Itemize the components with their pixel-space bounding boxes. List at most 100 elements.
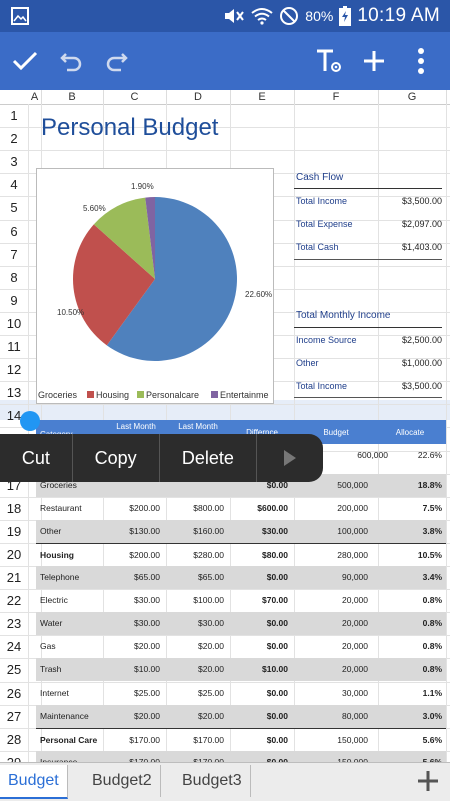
more-menu-button[interactable] <box>257 434 323 482</box>
undo-button[interactable] <box>48 32 94 90</box>
last-month-cell[interactable]: $65.00 <box>134 572 160 582</box>
last-month-cell[interactable]: $65.00 <box>198 572 224 582</box>
category-cell[interactable]: Trash <box>40 664 62 674</box>
row-header[interactable]: 14 <box>6 408 22 423</box>
allocate-cell[interactable]: 3.4% <box>422 572 442 582</box>
row-header[interactable]: 25 <box>6 662 22 677</box>
last-month-cell[interactable]: $20.00 <box>198 711 224 721</box>
column-header-g[interactable]: G <box>378 90 447 104</box>
header-last-month-2[interactable]: Last Month <box>178 422 218 431</box>
row-header[interactable]: 27 <box>6 709 22 724</box>
allocate-cell[interactable]: 3.8% <box>422 526 442 536</box>
difference-cell[interactable]: $0.00 <box>266 757 288 762</box>
column-header-b[interactable]: B <box>41 90 104 104</box>
last-month-cell[interactable]: $20.00 <box>134 711 160 721</box>
table-row[interactable]: Water $30.00 $30.00 $0.00 20,000 0.8% <box>36 612 446 635</box>
allocate-cell[interactable]: 0.8% <box>422 664 442 674</box>
category-cell[interactable]: Groceries <box>40 480 77 490</box>
row-header[interactable]: 29 <box>0 751 28 762</box>
budget-cell[interactable]: 150,000 <box>337 757 368 762</box>
difference-cell[interactable]: $30.00 <box>262 526 288 536</box>
budget-cell[interactable]: 500,000 <box>337 480 368 490</box>
cash-flow-value[interactable]: $1,403.00 <box>401 242 442 252</box>
cash-flow-value[interactable]: $3,500.00 <box>401 196 442 206</box>
table-row[interactable]: Restaurant $200.00 $800.00 $600.00 200,000 7.… <box>36 497 446 520</box>
budget-cell[interactable]: 20,000 <box>342 641 368 651</box>
cash-flow-value[interactable]: $2,097.00 <box>401 219 442 229</box>
last-month-cell[interactable]: $170.00 <box>129 735 160 745</box>
more-options-button[interactable] <box>398 32 444 90</box>
row-header[interactable]: 2 <box>10 131 18 146</box>
sheet-title[interactable]: Personal Budget <box>41 114 219 141</box>
header-budget[interactable]: Budget <box>323 428 349 437</box>
last-month-cell[interactable]: $170.00 <box>129 757 160 762</box>
last-month-cell[interactable]: $280.00 <box>193 550 224 560</box>
pie-slice-housing[interactable] <box>73 224 155 346</box>
income-label[interactable]: Income Source <box>296 335 357 345</box>
last-month-cell[interactable]: $130.00 <box>129 526 160 536</box>
category-cell[interactable]: Water <box>40 618 63 628</box>
income-label[interactable]: Total Income <box>296 381 348 391</box>
pie-slice-personalcare[interactable] <box>93 197 155 279</box>
row-header[interactable]: 6 <box>10 224 18 239</box>
cash-flow-title[interactable]: Cash Flow <box>296 172 344 183</box>
row-header[interactable]: 8 <box>10 270 18 285</box>
budget-cell[interactable]: 90,000 <box>342 572 368 582</box>
table-row[interactable]: Personal Care $170.00 $170.00 $0.00 150,000 5… <box>36 728 446 752</box>
category-cell[interactable]: Telephone <box>40 572 80 582</box>
row-header[interactable]: 28 <box>6 732 22 747</box>
row-header[interactable]: 7 <box>10 247 18 262</box>
cash-flow-label[interactable]: Total Expense <box>296 219 353 229</box>
last-month-cell[interactable]: $800.00 <box>193 503 224 513</box>
difference-cell[interactable]: $80.00 <box>262 550 288 560</box>
row-header[interactable]: 18 <box>6 501 22 516</box>
tab-budget3[interactable]: Budget3 <box>174 765 251 797</box>
allocate-cell[interactable]: 5.6% <box>422 757 442 762</box>
cash-flow-label[interactable]: Total Income <box>296 196 348 206</box>
row-header[interactable]: 23 <box>6 616 22 631</box>
difference-cell[interactable]: $10.00 <box>262 664 288 674</box>
budget-cell[interactable]: 600,000 <box>357 450 388 460</box>
difference-cell[interactable]: $0.00 <box>266 711 288 721</box>
budget-cell[interactable]: 280,000 <box>337 550 368 560</box>
column-header-a[interactable]: A <box>28 90 42 104</box>
category-cell[interactable]: Gas <box>40 641 56 651</box>
row-header[interactable]: 3 <box>10 154 18 169</box>
row-header[interactable]: 19 <box>6 524 22 539</box>
table-row[interactable]: Gas $20.00 $20.00 $0.00 20,000 0.8% <box>36 635 446 658</box>
category-cell[interactable]: Housing <box>40 550 74 560</box>
income-label[interactable]: Other <box>296 358 319 368</box>
allocate-cell[interactable]: 5.6% <box>422 735 442 745</box>
header-difference[interactable]: Differnce <box>246 428 278 437</box>
header-allocate[interactable]: Allocate <box>395 428 425 437</box>
difference-cell[interactable]: $0.00 <box>266 688 288 698</box>
row-header[interactable]: 24 <box>6 639 22 654</box>
column-header-d[interactable]: D <box>166 90 231 104</box>
budget-cell[interactable]: 20,000 <box>342 595 368 605</box>
row-header[interactable]: 22 <box>6 593 22 608</box>
allocate-cell[interactable]: 3.0% <box>422 711 442 721</box>
row-header[interactable]: 5 <box>10 200 18 215</box>
spreadsheet-grid[interactable]: A B C D E F G 12345678910111213141516171… <box>0 90 450 762</box>
column-header-c[interactable]: C <box>103 90 167 104</box>
income-value[interactable]: $3,500.00 <box>401 381 442 391</box>
last-month-cell[interactable]: $160.00 <box>193 526 224 536</box>
tab-budget2[interactable]: Budget2 <box>84 765 161 797</box>
redo-button[interactable] <box>94 32 140 90</box>
budget-cell[interactable]: 30,000 <box>342 688 368 698</box>
income-value[interactable]: $1,000.00 <box>401 358 442 368</box>
last-month-cell[interactable]: $170.00 <box>193 757 224 762</box>
column-header-e[interactable]: E <box>230 90 295 104</box>
pie-slice-entertainment[interactable] <box>145 197 155 279</box>
last-month-cell[interactable]: $30.00 <box>198 618 224 628</box>
table-row[interactable]: Trash $10.00 $20.00 $10.00 20,000 0.8% <box>36 658 446 681</box>
difference-cell[interactable]: $0.00 <box>266 618 288 628</box>
selected-row-14[interactable] <box>0 400 450 420</box>
row-header[interactable]: 11 <box>7 339 21 354</box>
last-month-cell[interactable]: $200.00 <box>129 550 160 560</box>
add-button[interactable] <box>351 32 397 90</box>
row-header[interactable]: 20 <box>6 547 22 562</box>
allocate-cell[interactable]: 1.1% <box>422 688 442 698</box>
row-header[interactable]: 13 <box>6 385 22 400</box>
allocate-cell[interactable]: 0.8% <box>422 595 442 605</box>
